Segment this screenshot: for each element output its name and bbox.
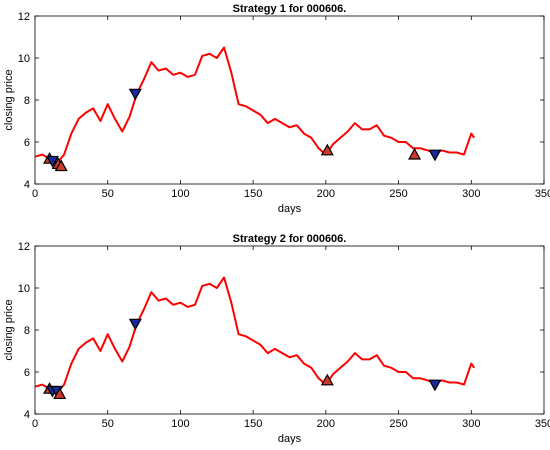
y-tick-label: 6 — [24, 137, 30, 149]
y-tick-label: 12 — [18, 11, 30, 23]
price-line — [34, 46, 476, 164]
price-line — [34, 276, 476, 394]
x-tick-label: 300 — [462, 188, 480, 200]
sell-signal-marker — [428, 379, 442, 392]
x-tick-label: 350 — [535, 418, 550, 430]
y-tick-label: 10 — [18, 53, 30, 65]
buy-signal-marker — [53, 387, 67, 400]
y-tick-label: 8 — [24, 325, 30, 337]
y-axis-label: closing price — [3, 69, 15, 130]
chart-title: Strategy 2 for 000606. — [233, 233, 347, 245]
plot-area — [34, 15, 545, 185]
x-tick-label: 50 — [102, 188, 114, 200]
x-tick-label: 0 — [32, 188, 38, 200]
x-tick-label: 250 — [389, 188, 407, 200]
x-tick-label: 100 — [171, 188, 189, 200]
y-tick-label: 12 — [18, 241, 30, 253]
sell-signal-marker — [428, 149, 442, 162]
x-axis-label: days — [278, 203, 302, 215]
buy-signal-marker — [54, 159, 68, 172]
buy-signal-marker — [320, 143, 334, 156]
x-tick-label: 350 — [535, 188, 550, 200]
x-tick-label: 300 — [462, 418, 480, 430]
x-tick-label: 50 — [102, 418, 114, 430]
x-tick-label: 0 — [32, 418, 38, 430]
x-tick-label: 200 — [317, 418, 335, 430]
x-tick-label: 150 — [244, 188, 262, 200]
buy-signal-marker — [408, 147, 422, 160]
sell-signal-marker — [45, 155, 59, 168]
x-tick-label: 150 — [244, 418, 262, 430]
y-axis-label: closing price — [3, 299, 15, 360]
y-tick-label: 4 — [24, 409, 30, 421]
sell-signal-marker — [128, 318, 142, 331]
x-tick-label: 100 — [171, 418, 189, 430]
x-axis-label: days — [278, 433, 302, 445]
chart-title: Strategy 1 for 000606. — [233, 3, 347, 15]
chart-panel-strategy-2: Strategy 2 for 000606. 0 50 100 150 200 250 300… — [3, 233, 550, 445]
buy-signal-marker — [320, 373, 334, 386]
y-tick-label: 4 — [24, 179, 30, 191]
chart-panel-strategy-1: Strategy 1 for 000606. 0 50 100 150 200 250 300… — [3, 3, 550, 215]
y-tick-label: 6 — [24, 367, 30, 379]
x-tick-label: 250 — [389, 418, 407, 430]
y-tick-label: 10 — [18, 283, 30, 295]
x-tick-label: 200 — [317, 188, 335, 200]
y-tick-label: 8 — [24, 95, 30, 107]
sell-signal-marker — [128, 88, 142, 101]
plot-area — [34, 245, 545, 415]
